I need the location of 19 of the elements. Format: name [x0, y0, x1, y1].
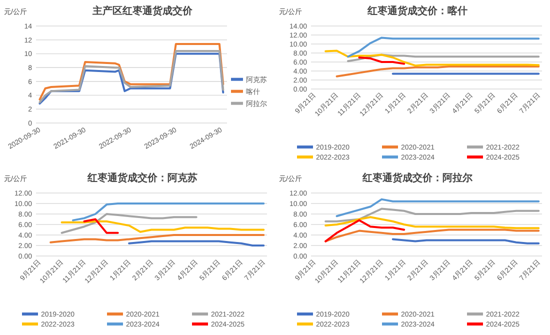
- line-series: [324, 216, 540, 230]
- chart-title: 主产区红枣通货成交价: [92, 5, 194, 17]
- line-series: [72, 202, 265, 222]
- line-series: [347, 36, 540, 58]
- chart-title: 红枣通货成交价：阿拉尔: [362, 172, 474, 184]
- chart-title: 红枣通货成交价：阿克苏: [86, 172, 198, 184]
- line-series: [324, 208, 540, 222]
- line-series: [324, 50, 540, 67]
- line-series: [336, 66, 540, 78]
- line-series: [324, 219, 406, 242]
- line-series: [358, 56, 406, 65]
- chart-title: 红枣通货成交价：喀什: [366, 5, 468, 17]
- line-series: [60, 220, 265, 233]
- line-series: [324, 228, 540, 242]
- line-series: [50, 234, 265, 244]
- line-series: [336, 198, 540, 218]
- line-series: [347, 54, 540, 62]
- line-series: [38, 43, 224, 100]
- line-series: [60, 213, 198, 234]
